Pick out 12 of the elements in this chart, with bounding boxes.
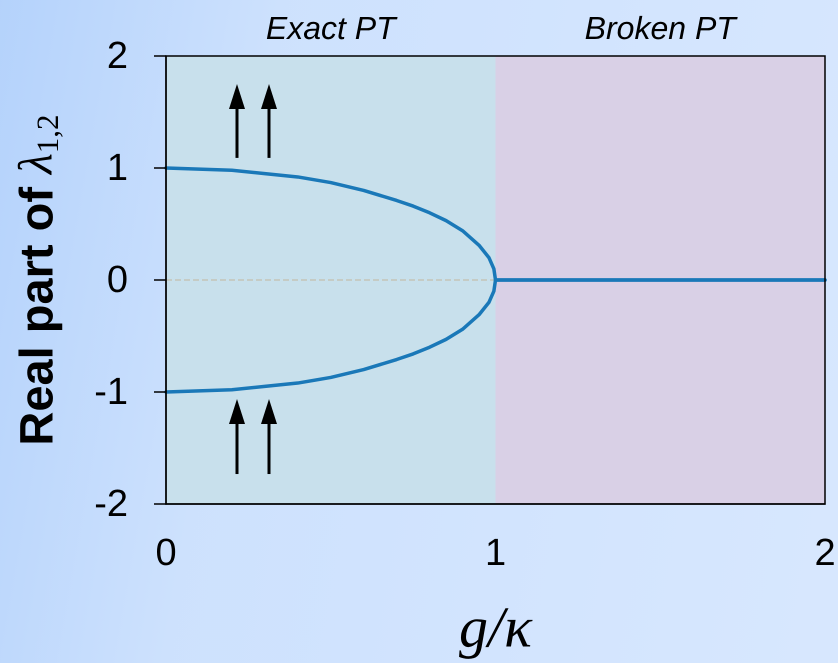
x-axis-title: g/κ [459,594,534,660]
band-label: Exact PT [266,10,398,46]
x-tick-label: 1 [484,532,506,574]
y-tick-label: 0 [106,259,128,301]
y-tick-label: -2 [94,483,128,525]
x-tick-label: 0 [155,532,177,574]
y-tick-label: -1 [94,371,128,413]
band-label: Broken PT [584,10,738,46]
y-axis-title: Real part of λ1,2 [10,114,65,446]
x-tick-label: 2 [814,532,836,574]
y-tick-label: 2 [106,35,128,77]
y-tick-label: 1 [106,147,128,189]
